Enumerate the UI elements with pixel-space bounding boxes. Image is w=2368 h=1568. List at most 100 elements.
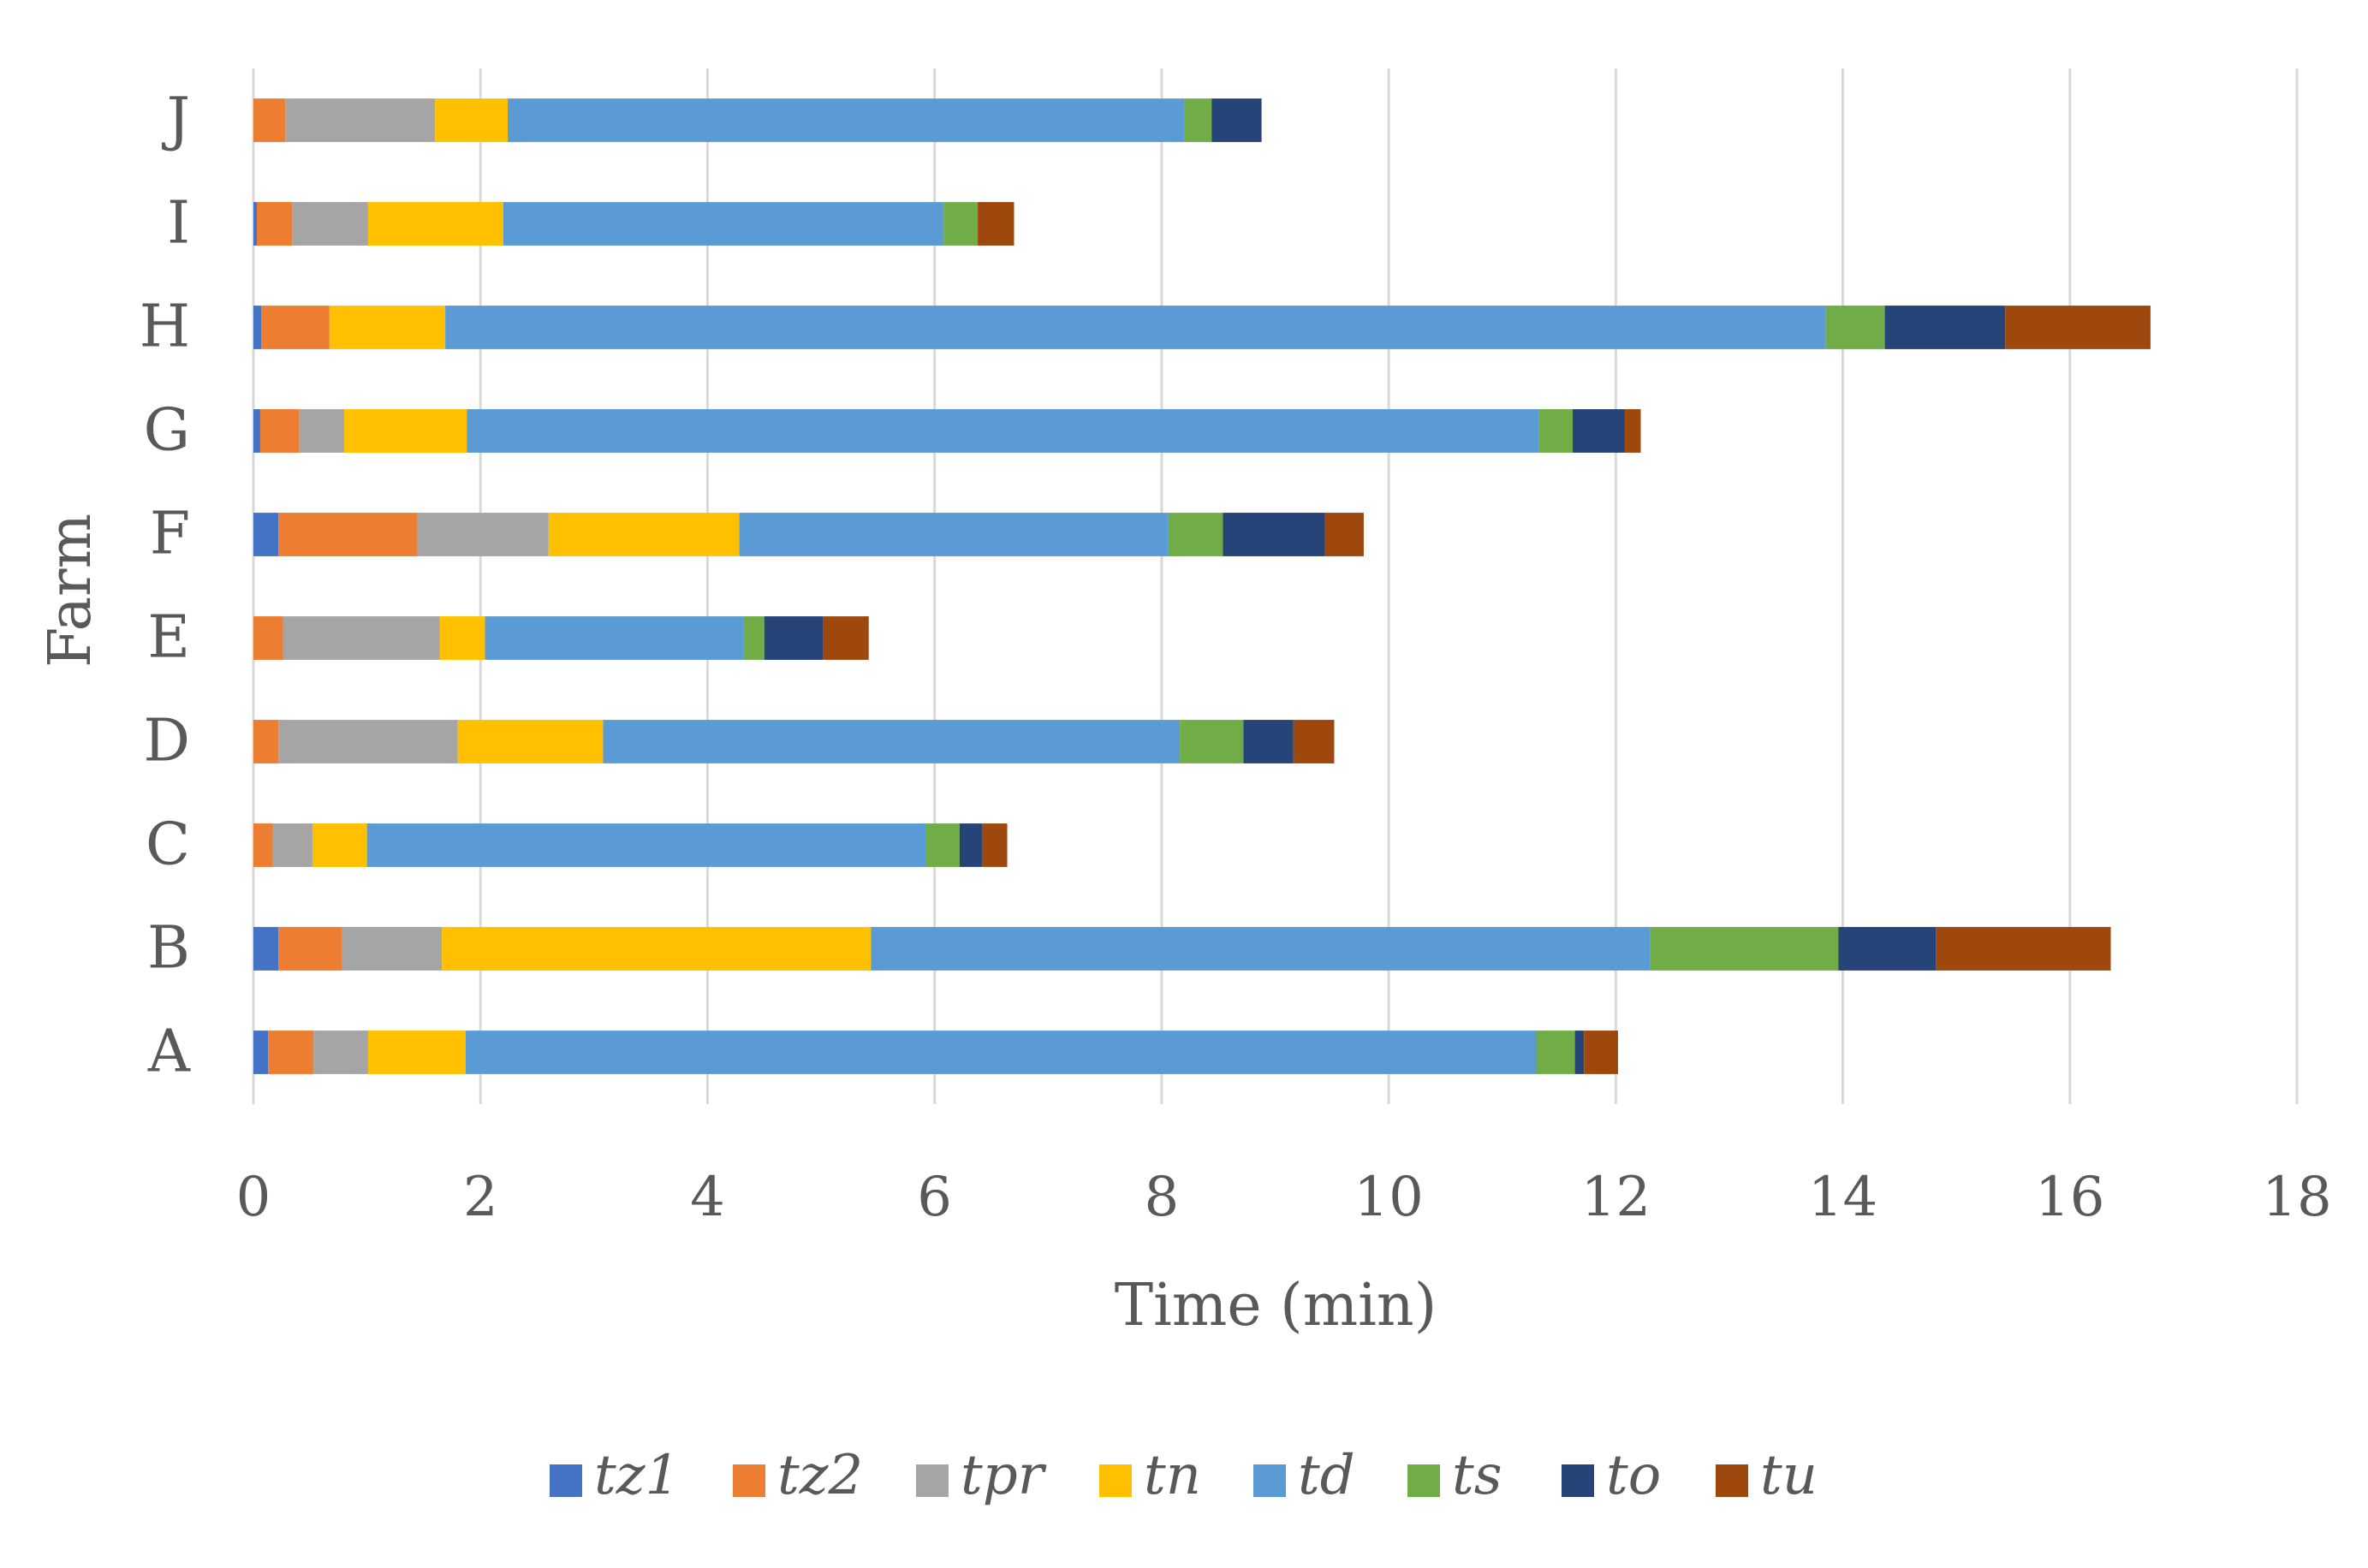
bar-E-tpr [283, 616, 440, 660]
bar-A-tz1 [253, 1030, 269, 1074]
legend-swatch-ts [1407, 1464, 1440, 1497]
bar-F-to [1223, 513, 1325, 556]
bar-B-tz1 [253, 927, 279, 971]
legend-label-tz1: tz1 [594, 1444, 680, 1507]
bar-C-tpr [272, 823, 312, 867]
legend: tz1 tz2 tpr tn td ts to tu [550, 1444, 1818, 1507]
bar-C-tz2 [253, 823, 273, 867]
x-tick-label-2: 2 [463, 1166, 498, 1229]
bar-F-tz2 [278, 513, 417, 556]
bar-I-ts [943, 202, 979, 246]
bar-H-ts [1825, 306, 1885, 349]
bar-C-tn [312, 823, 367, 867]
bar-H-to [1884, 306, 2006, 349]
legend-label-tz2: tz2 [777, 1444, 863, 1507]
bar-D-ts [1180, 720, 1244, 763]
bar-J-tz2 [253, 98, 286, 142]
bar-B-td [871, 927, 1651, 971]
legend-swatch-tz1 [550, 1464, 582, 1497]
y-category-label-H: H [140, 294, 190, 361]
x-tick-label-10: 10 [1354, 1166, 1423, 1229]
bar-I-tz1 [253, 202, 257, 246]
bar-H-tn [329, 306, 446, 349]
x-tick-label-8: 8 [1145, 1166, 1180, 1229]
x-tick-label-0: 0 [236, 1166, 271, 1229]
bar-J-tpr [285, 98, 436, 142]
legend-label-tpr: tpr [961, 1444, 1047, 1507]
bar-F-ts [1168, 513, 1223, 556]
bar-F-tz1 [253, 513, 279, 556]
legend-swatch-to [1562, 1464, 1594, 1497]
bar-A-tpr [313, 1030, 368, 1074]
bar-H-td [445, 306, 1826, 349]
y-category-label-A: A [147, 1019, 191, 1086]
bar-G-ts [1538, 409, 1573, 453]
x-tick-label-12: 12 [1581, 1166, 1651, 1229]
bar-B-to [1838, 927, 1937, 971]
bar-F-tu [1324, 513, 1364, 556]
x-axis-ticks: 0 2 4 6 8 10 12 14 16 18 [236, 1166, 2332, 1229]
legend-label-ts: ts [1452, 1444, 1502, 1507]
y-category-label-G: G [144, 397, 190, 465]
bar-E-tu [823, 616, 869, 660]
bar-G-tu [1624, 409, 1641, 453]
y-category-label-B: B [147, 915, 190, 983]
bar-A-tn [367, 1030, 466, 1074]
bar-B-ts [1650, 927, 1839, 971]
y-axis-title: Farm [37, 514, 104, 668]
bar-A-tu [1584, 1030, 1618, 1074]
bar-F-td [739, 513, 1169, 556]
legend-label-td: td [1298, 1444, 1355, 1507]
bar-B-tz2 [278, 927, 342, 971]
bar-J-tn [435, 98, 509, 142]
bar-G-to [1572, 409, 1625, 453]
bar-I-tu [978, 202, 1014, 246]
bar-I-tn [367, 202, 503, 246]
bar-B-tpr [342, 927, 443, 971]
bar-H-tz2 [261, 306, 330, 349]
bar-D-tu [1293, 720, 1335, 763]
legend-swatch-tu [1716, 1464, 1748, 1497]
bar-G-tn [344, 409, 467, 453]
bar-G-tpr [299, 409, 345, 453]
x-tick-label-18: 18 [2262, 1166, 2331, 1229]
x-axis-title: Time (min) [1115, 1272, 1437, 1339]
bar-D-tn [457, 720, 604, 763]
legend-label-tn: tn [1144, 1444, 1201, 1507]
bar-J-ts [1184, 98, 1212, 142]
legend-label-tu: tu [1760, 1444, 1818, 1507]
bar-D-td [603, 720, 1181, 763]
x-tick-label-14: 14 [1808, 1166, 1877, 1229]
y-category-label-I: I [167, 190, 190, 258]
bar-B-tu [1936, 927, 2111, 971]
legend-swatch-tz2 [733, 1464, 765, 1497]
bar-H-tz1 [253, 306, 262, 349]
legend-label-to: to [1606, 1444, 1661, 1507]
bar-G-tz1 [253, 409, 260, 453]
bar-D-tpr [278, 720, 458, 763]
bar-J-to [1211, 98, 1262, 142]
legend-swatch-td [1253, 1464, 1286, 1497]
y-category-label-E: E [147, 604, 190, 672]
bar-I-tz2 [256, 202, 293, 246]
x-tick-label-4: 4 [690, 1166, 725, 1229]
legend-swatch-tn [1099, 1464, 1132, 1497]
bar-E-tn [439, 616, 485, 660]
y-category-label-C: C [146, 811, 190, 879]
bar-A-ts [1536, 1030, 1575, 1074]
bar-C-ts [925, 823, 960, 867]
bar-H-tu [2005, 306, 2151, 349]
bar-G-tz2 [259, 409, 300, 453]
bar-C-tu [982, 823, 1008, 867]
bar-I-td [503, 202, 944, 246]
bars [253, 98, 2151, 1074]
bar-E-td [485, 616, 744, 660]
legend-swatch-tpr [916, 1464, 949, 1497]
bar-C-to [959, 823, 983, 867]
bar-E-tz2 [253, 616, 283, 660]
bar-A-to [1574, 1030, 1585, 1074]
bar-F-tpr [416, 513, 549, 556]
